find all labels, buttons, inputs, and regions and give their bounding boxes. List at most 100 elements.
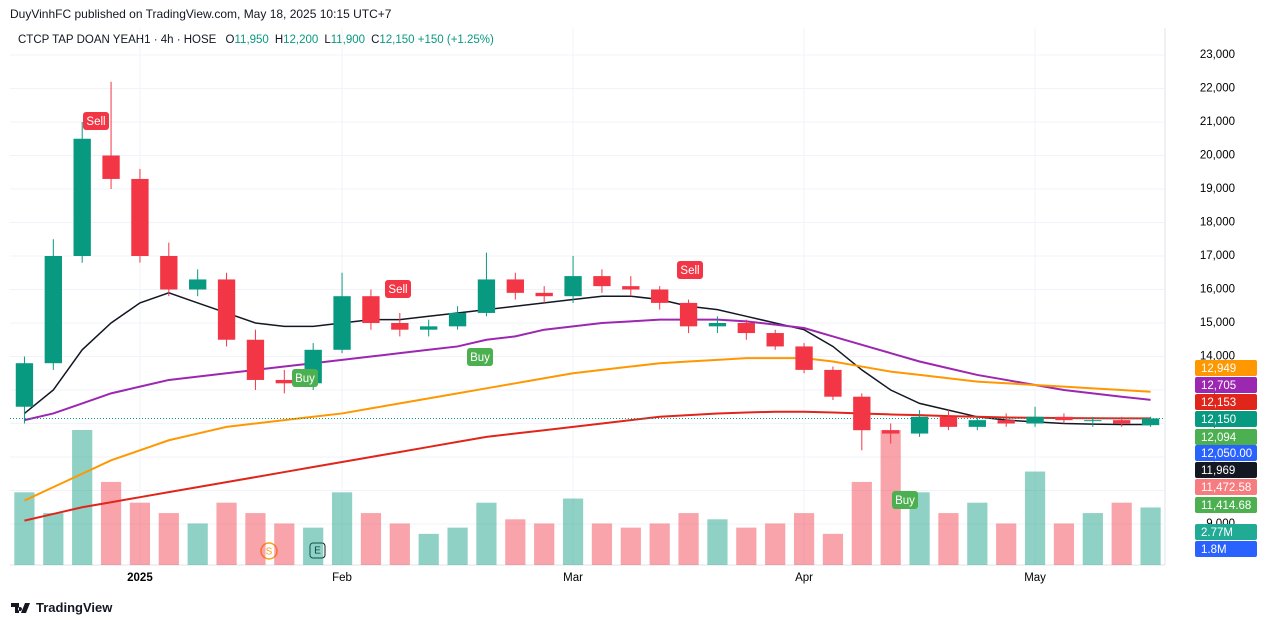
volume-bar [72,430,93,565]
volume-bar [1053,523,1075,565]
x-tick-label: Apr [795,572,813,584]
volume-bar [274,523,295,565]
volume-bar [851,481,872,565]
volume-bar [909,492,930,565]
volume-bar [649,523,670,565]
ohlc-value: 12,200 [283,34,319,46]
publish-info: DuyVinhFC published on TradingView.com, … [10,7,392,21]
y-tick-label: 16,000 [1200,284,1235,296]
signal-badge [677,261,703,279]
candle-body [217,279,236,340]
signal-badge [292,369,318,387]
candle-body [189,279,207,290]
candle-body [275,379,293,384]
candle-body [44,255,62,364]
price-label: 12,949 [1201,363,1236,375]
volume-bar [303,527,324,565]
candle-body [506,279,524,293]
candle-body [131,178,149,256]
price-label-bg [1195,394,1257,410]
signal-text: Sell [388,284,407,296]
candle-body [102,155,120,179]
y-tick-label: 18,000 [1200,217,1235,229]
logo [11,602,30,613]
volume-bar [620,527,641,565]
price-label-bg [1195,541,1257,557]
candle-body [795,346,813,370]
y-tick-label: 17,000 [1200,250,1235,262]
signal-text: Buy [295,373,315,385]
grid [10,28,1165,565]
footer: TradingView [10,600,112,615]
icon [260,542,278,560]
signal-badge [467,348,493,366]
ohlc-key: C [371,34,380,46]
signal-badge [385,280,411,298]
price-label: 12,150 [1201,414,1236,426]
volume-bar [100,481,122,565]
change: +150 (+1.25%) [417,34,494,46]
volume-bar [967,502,988,565]
candle-body [1026,416,1044,424]
candle-body [535,292,553,297]
volume-bar [331,492,353,565]
legend: CTCP TAP DOAN YEAH1 · 4h · HOSE O11,950 H… [18,34,494,46]
ohlc-key: L [324,34,331,46]
signal-text: Sell [680,265,699,277]
y-tick-label: 23,000 [1200,49,1235,61]
price-label-bg [1195,479,1257,495]
signal-badge [892,491,918,509]
candle-body [73,138,91,256]
candle-body [362,296,380,323]
volume-bar [476,502,497,565]
symbol: CTCP TAP DOAN YEAH1 · 4h · HOSE [18,34,217,46]
volume-bar [678,513,699,565]
signal-text: Sell [86,116,105,128]
candle-body [448,312,467,327]
y-tick-label: 20,000 [1200,150,1235,162]
volume-bar [938,513,959,565]
candle-body [939,416,958,427]
volume-bar [880,430,901,565]
volume-bar [418,533,439,565]
candle-body [1113,420,1131,424]
ma-line [24,410,1151,522]
candle-body [1084,420,1102,422]
candle-body [391,322,409,330]
candle-body [333,296,351,350]
candle-body [593,276,611,287]
price-label: 12,705 [1201,380,1236,392]
x-tick-label: Feb [332,572,352,584]
price-label-bg [1195,429,1257,445]
price-label-bg [1195,411,1257,427]
volume-bar [447,527,468,565]
candle-body [737,322,755,334]
volume-bar [736,527,757,565]
candle-body [882,430,900,434]
y-tick-label: 14,000 [1200,351,1235,363]
price-label: 12,153 [1201,397,1236,409]
y-tick-label: 15,000 [1200,317,1235,329]
volume-bar [216,502,237,565]
volume-bar [187,523,208,565]
volume-bar [562,498,584,565]
event-icons: S E [260,542,326,560]
price-label-bg [1195,462,1257,478]
candle-body [160,255,178,290]
volume-bar [43,513,64,565]
price-label: 12,050.00 [1201,448,1252,460]
volume-bar [1082,513,1103,565]
price-label: 11,414.68 [1201,500,1251,512]
volume-bar [14,492,35,565]
price-label: 11,969 [1201,465,1235,477]
candle-body [1141,418,1160,426]
volume-bar [765,523,786,565]
ma-line [24,318,1151,422]
chart: S E 9,00010,00011,00012,00013,00014,0001… [10,28,1257,584]
ohlc-value: 11,950 [234,34,269,46]
volume-bar [1111,502,1132,565]
ohlc: O11,950 H12,200 L11,900 C12,150 [220,34,418,46]
candle-body [564,276,582,297]
ohlc-value: 11,900 [330,34,366,46]
